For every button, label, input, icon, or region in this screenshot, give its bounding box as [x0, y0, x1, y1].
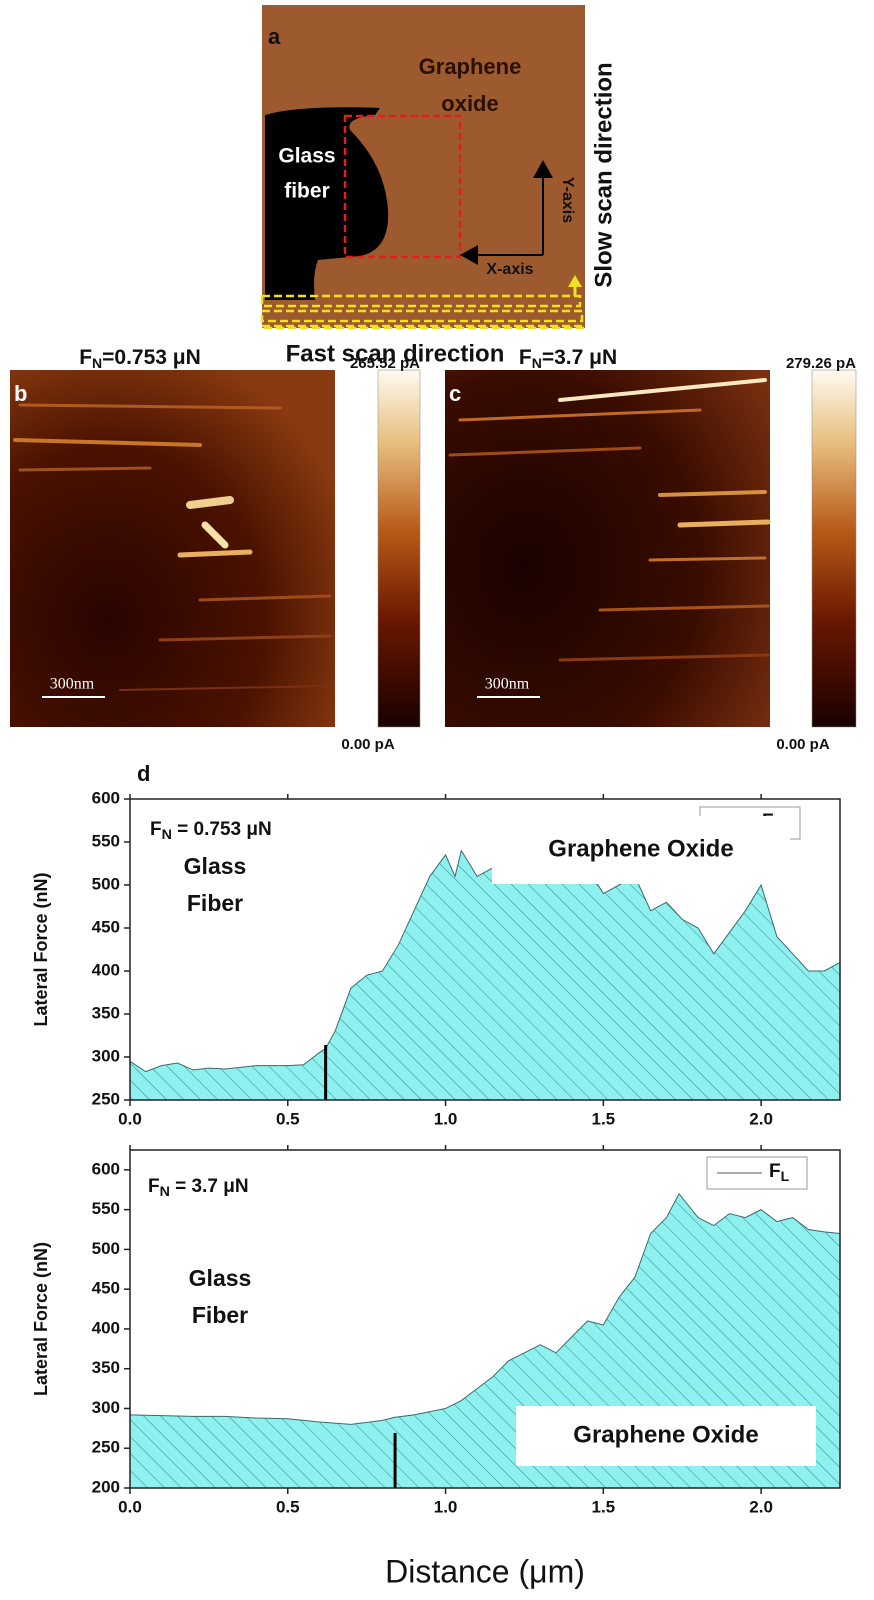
panel-letter: b: [14, 381, 27, 406]
x-axis-label: X-axis: [486, 261, 533, 278]
x-tick-label: 1.0: [434, 1109, 458, 1128]
fiber-label: fiber: [284, 180, 330, 203]
matrix-label: oxide: [441, 91, 498, 116]
legend-subscript: L: [781, 1168, 790, 1184]
chart: FL2503003504004505005506000.00.51.01.52.…: [31, 761, 840, 1129]
region-label: Glass: [189, 1265, 252, 1291]
region-label: Glass: [184, 853, 247, 879]
annotation-rest: = 3.7 μN: [170, 1176, 249, 1197]
panel-a: a Graphene oxide Glass fiber Y-axis X-ax…: [262, 5, 617, 367]
scale-min: 0.00 pA: [341, 736, 395, 753]
panel-title: FN=0.753 μN: [79, 346, 201, 371]
x-tick-label: 0.5: [276, 1109, 300, 1128]
x-tick-label: 0.5: [276, 1497, 300, 1516]
region-label: Fiber: [187, 890, 243, 916]
y-tick-label: 600: [92, 788, 120, 807]
y-tick-label: 550: [92, 1199, 120, 1218]
y-axis-title: Lateral Force (nN): [31, 872, 51, 1026]
x-tick-label: 2.0: [749, 1109, 773, 1128]
region-label: Fiber: [192, 1302, 248, 1328]
y-tick-label: 300: [92, 1046, 120, 1065]
y-tick-label: 250: [92, 1438, 120, 1457]
slow-scan-label: Slow scan direction: [590, 62, 617, 287]
afm-image: [10, 370, 335, 727]
y-tick-label: 550: [92, 831, 120, 850]
title-text: F: [519, 346, 532, 369]
x-axis-title: Distance (μm): [385, 1553, 585, 1589]
y-axis-title: Lateral Force (nN): [31, 1242, 51, 1396]
matrix-label: Graphene: [419, 54, 522, 79]
panel-b: b FN=0.753 μN 265.52 pA 0.00 pA 300nm: [10, 346, 420, 753]
x-tick-label: 1.5: [592, 1109, 616, 1128]
title-rest: =0.753 μN: [102, 346, 201, 369]
scale-max: 279.26 pA: [786, 355, 856, 372]
title-rest: =3.7 μN: [542, 346, 617, 369]
x-tick-label: 1.5: [592, 1497, 616, 1516]
annotation-rest: = 0.753 μN: [172, 819, 272, 840]
y-tick-label: 450: [92, 917, 120, 936]
fiber-label: Glass: [278, 145, 335, 168]
y-axis-label: Y-axis: [559, 177, 576, 223]
y-tick-label: 600: [92, 1159, 120, 1178]
legend-name: F: [769, 1161, 781, 1182]
afm-image: [445, 370, 770, 727]
y-tick-label: 400: [92, 1318, 120, 1337]
annotation: FN = 3.7 μN: [148, 1176, 249, 1200]
title-subscript: N: [92, 355, 102, 371]
annotation: FN = 0.753 μN: [150, 819, 272, 843]
y-tick-label: 500: [92, 874, 120, 893]
y-tick-label: 350: [92, 1003, 120, 1022]
y-tick-label: 250: [92, 1089, 120, 1108]
panel-c: c FN=3.7 μN 279.26 pA 0.00 pA 300nm: [445, 346, 856, 753]
scale-bar-label: 300nm: [485, 676, 530, 693]
x-tick-label: 0.0: [118, 1109, 142, 1128]
region-label: Graphene Oxide: [548, 835, 733, 862]
y-tick-label: 450: [92, 1279, 120, 1298]
y-tick-label: 500: [92, 1239, 120, 1258]
colorbar: [378, 370, 420, 727]
colorbar: [812, 370, 856, 727]
x-tick-label: 1.0: [434, 1497, 458, 1516]
x-tick-label: 2.0: [749, 1497, 773, 1516]
y-tick-label: 300: [92, 1398, 120, 1417]
annotation-subscript: N: [160, 1184, 170, 1200]
y-tick-label: 400: [92, 960, 120, 979]
panel-letter: c: [449, 381, 461, 406]
y-tick-label: 350: [92, 1358, 120, 1377]
panel-letter: a: [268, 24, 281, 49]
x-tick-label: 0.0: [118, 1497, 142, 1516]
annotation-text: F: [148, 1176, 160, 1197]
panel-letter: d: [137, 761, 150, 786]
figure: a Graphene oxide Glass fiber Y-axis X-ax…: [0, 0, 874, 1600]
scale-min: 0.00 pA: [776, 736, 830, 753]
region-label: Graphene Oxide: [573, 1421, 758, 1448]
annotation-text: F: [150, 819, 162, 840]
title-text: F: [79, 346, 92, 369]
panel-title: FN=3.7 μN: [519, 346, 617, 371]
title-subscript: N: [532, 355, 542, 371]
scale-bar-label: 300nm: [50, 676, 95, 693]
y-tick-label: 200: [92, 1477, 120, 1496]
annotation-subscript: N: [162, 827, 172, 843]
scale-max: 265.52 pA: [350, 355, 420, 372]
